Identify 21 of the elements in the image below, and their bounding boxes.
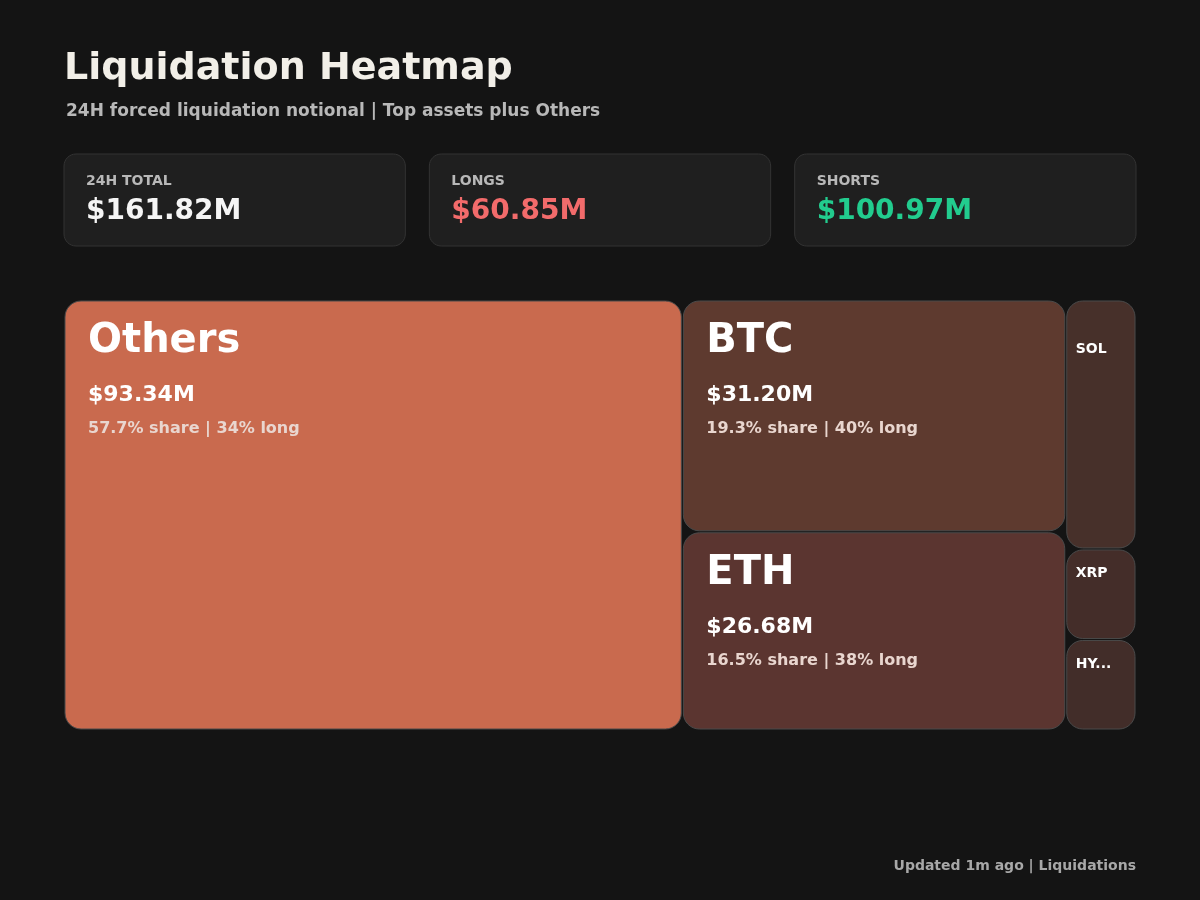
text: 24H forced liquidation notional | Top assets plus Others	[66, 100, 601, 120]
text: SHORTS	[816, 172, 881, 188]
data-label: $26.68M	[706, 612, 814, 638]
text: $60.85M	[451, 193, 588, 226]
text: LONGS	[451, 172, 505, 188]
text: 19.3% share | 40% long	[706, 418, 919, 437]
text: 16.5% share | 38% long	[706, 649, 919, 669]
text: $161.82M	[86, 193, 242, 226]
category-label: Others	[88, 315, 241, 361]
data-label: $93.34M	[88, 381, 195, 406]
category-label: XRP	[1075, 564, 1108, 581]
text: $100.97M	[816, 193, 973, 226]
category-label: SOL	[1075, 340, 1107, 356]
text: Updated 1m ago | Liquidations	[893, 857, 1136, 874]
category-label: BTC	[706, 315, 794, 361]
category-label: HY...	[1075, 654, 1112, 671]
data-label: $31.20M	[706, 381, 814, 406]
category-label: ETH	[706, 546, 795, 593]
text: 24H TOTAL	[86, 172, 172, 188]
text: Liquidation Heatmap	[64, 44, 513, 88]
text: 57.7% share | 34% long	[88, 418, 300, 437]
